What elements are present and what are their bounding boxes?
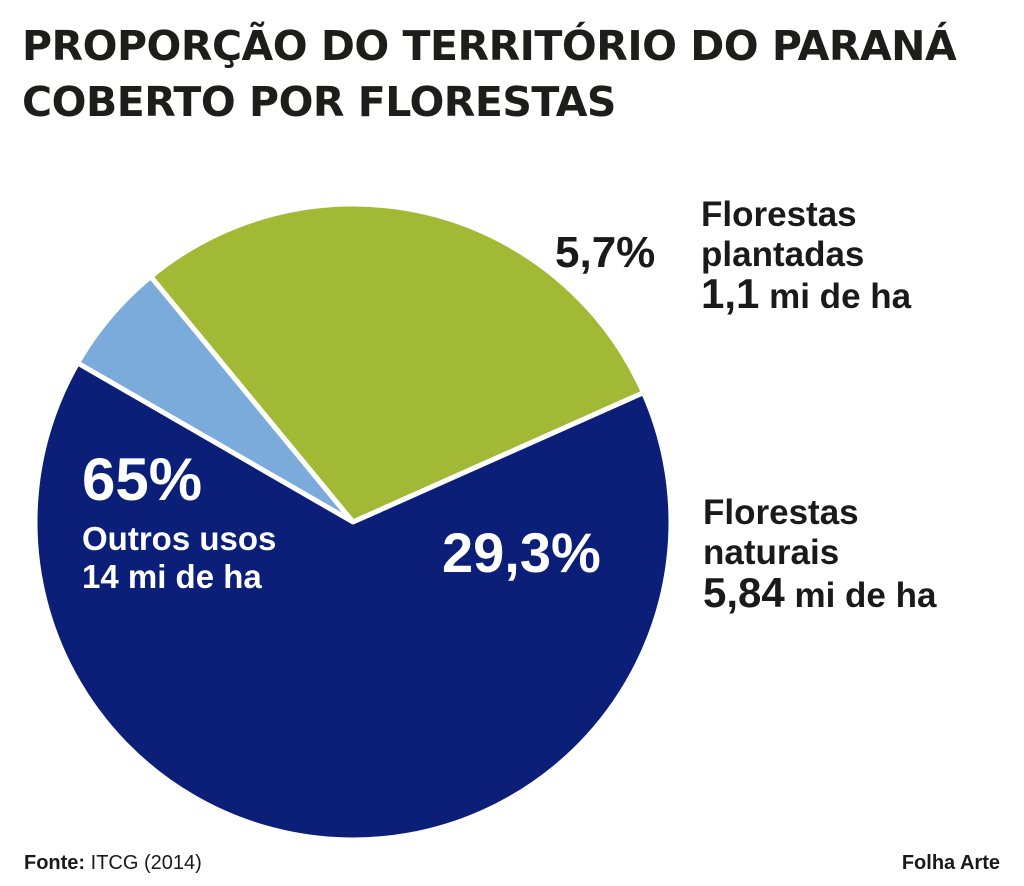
chart-title: PROPORÇÃO DO TERRITÓRIO DO PARANÁ COBERT…: [22, 18, 1012, 130]
slice-outros-name: Outros usos: [82, 520, 276, 557]
naturais-label-line-1: Florestas: [703, 493, 859, 532]
slice-outros-percent: 65%: [82, 446, 202, 513]
naturais-area-number: 5,84: [703, 569, 785, 616]
plantadas-area-unit: mi de ha: [759, 277, 911, 316]
footer-source-value: ITCG (2014): [85, 852, 202, 874]
naturais-label-line-2: naturais: [703, 533, 839, 572]
pie-slice-florestas-naturais: [148, 201, 647, 525]
slice-naturais-percent: 29,3%: [442, 521, 601, 584]
naturais-area-unit: mi de ha: [785, 576, 937, 615]
pie-slice-outros-usos: [32, 360, 674, 843]
naturais-label-line-3: 5,84 mi de ha: [703, 569, 937, 616]
chart-title-line-2: COBERTO POR FLORESTAS: [22, 78, 616, 126]
plantadas-area-number: 1,1: [701, 270, 759, 317]
plantadas-label-line-3: 1,1 mi de ha: [701, 270, 912, 317]
slice-plantadas-percent: 5,7%: [555, 228, 655, 277]
chart-title-line-1: PROPORÇÃO DO TERRITÓRIO DO PARANÁ: [22, 22, 957, 70]
pie-slices: [32, 201, 674, 843]
plantadas-label-line-2: plantadas: [701, 235, 864, 274]
plantadas-label-line-1: Florestas: [701, 195, 857, 234]
footer-credit: Folha Arte: [901, 852, 1000, 874]
footer-source: Fonte: ITCG (2014): [24, 852, 202, 875]
slice-outros-area: 14 mi de ha: [82, 558, 262, 595]
footer-source-label: Fonte:: [24, 852, 86, 874]
